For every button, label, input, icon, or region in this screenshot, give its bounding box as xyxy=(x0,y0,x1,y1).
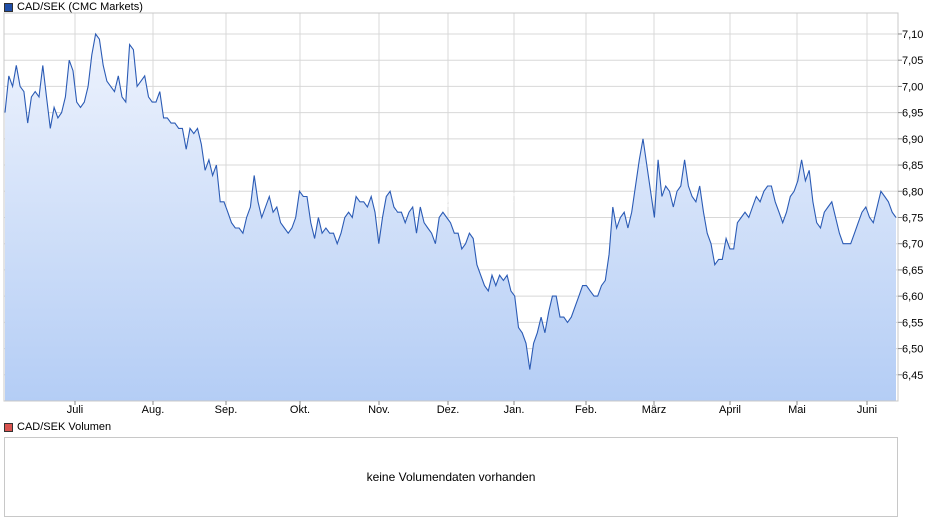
x-tick-label: Sep. xyxy=(215,404,238,416)
y-tick-label: 7,00 xyxy=(902,81,923,93)
y-tick-label: 6,50 xyxy=(902,344,923,356)
watermark: FINANZEN xyxy=(394,187,536,218)
y-tick-label: 6,90 xyxy=(902,134,923,146)
x-tick-label: Juni xyxy=(857,404,877,416)
y-tick-label: 6,55 xyxy=(902,317,923,329)
price-legend-swatch xyxy=(4,2,13,12)
price-line xyxy=(4,32,897,370)
price-legend: CAD/SEK (CMC Markets) xyxy=(4,1,143,13)
volume-legend-swatch xyxy=(4,422,13,432)
x-tick-label: April xyxy=(719,404,741,416)
x-tick-label: Jan. xyxy=(504,404,525,416)
volume-chart: keine Volumendaten vorhanden xyxy=(4,437,898,517)
x-tick-label: Dez. xyxy=(437,404,460,416)
x-tick-label: März xyxy=(642,404,666,416)
price-legend-label: CAD/SEK (CMC Markets) xyxy=(17,1,143,13)
y-tick-label: 6,85 xyxy=(902,160,923,172)
y-tick-label: 7,10 xyxy=(902,29,923,41)
x-tick-label: Aug. xyxy=(142,404,165,416)
x-tick-label: Nov. xyxy=(368,404,390,416)
y-tick-label: 6,95 xyxy=(902,108,923,120)
y-tick-label: 6,60 xyxy=(902,291,923,303)
x-axis: Juli Aug. Sep. Okt. Nov. Dez. Jan. Feb. März Apri… xyxy=(67,401,877,416)
y-tick-label: 6,70 xyxy=(902,239,923,251)
y-tick-label: 6,45 xyxy=(902,370,923,382)
price-area xyxy=(5,34,896,401)
x-tick-label: Feb. xyxy=(575,404,597,416)
volume-message: keine Volumendaten vorhanden xyxy=(366,470,536,484)
y-tick-label: 6,80 xyxy=(902,186,923,198)
price-chart: FINANZEN 7,10 7,05 7,00 6,95 6,90 6,85 6,80 6,7… xyxy=(3,12,923,416)
y-tick-label: 7,05 xyxy=(902,55,923,67)
volume-legend-label: CAD/SEK Volumen xyxy=(17,421,112,433)
volume-legend: CAD/SEK Volumen xyxy=(4,421,111,433)
y-tick-label: 6,65 xyxy=(902,265,923,277)
x-tick-label: Okt. xyxy=(290,404,310,416)
y-axis: 7,10 7,05 7,00 6,95 6,90 6,85 6,80 6,75 6,70 6,65… xyxy=(898,29,923,382)
x-tick-label: Juli xyxy=(67,404,84,416)
y-tick-label: 6,75 xyxy=(902,212,923,224)
x-tick-label: Mai xyxy=(788,404,806,416)
plot-border xyxy=(3,12,899,402)
